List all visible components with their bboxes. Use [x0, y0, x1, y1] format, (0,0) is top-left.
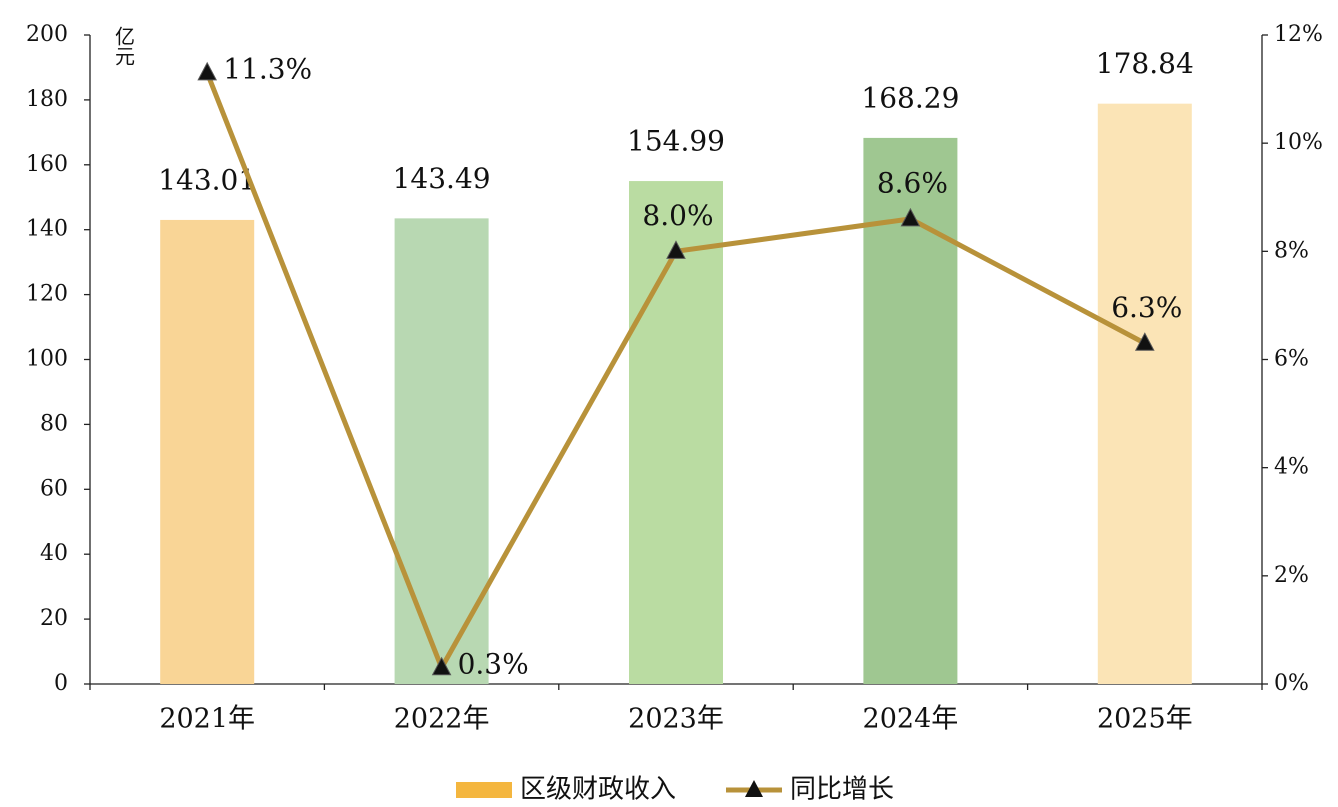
- line-value-label: 0.3%: [458, 647, 529, 680]
- y-tick-label: 60: [40, 476, 68, 501]
- y-tick-label: 120: [26, 282, 68, 307]
- bar-value-label: 178.84: [1096, 47, 1194, 80]
- y-tick-label: 100: [26, 347, 68, 372]
- x-tick-label: 2024年: [863, 704, 959, 735]
- line-value-label: 6.3%: [1111, 291, 1182, 324]
- bar-value-label: 168.29: [861, 81, 959, 114]
- x-tick-label: 2022年: [394, 704, 490, 735]
- line-value-label: 8.6%: [877, 166, 948, 199]
- y2-tick-label: 8%: [1274, 238, 1309, 263]
- y-tick-label: 0: [54, 671, 68, 696]
- line-marker: [197, 61, 218, 81]
- y2-tick-label: 12%: [1274, 22, 1323, 47]
- legend-marker: [745, 780, 763, 797]
- y-tick-label: 80: [40, 411, 68, 436]
- x-tick-label: 2021年: [159, 704, 255, 735]
- legend-swatch: [456, 782, 512, 798]
- bar: [394, 218, 489, 685]
- y-tick-label: 200: [26, 22, 68, 47]
- y-tick-label: 160: [26, 152, 68, 177]
- bar-value-label: 143.49: [393, 162, 491, 195]
- y2-tick-label: 10%: [1274, 130, 1323, 155]
- y-tick-label: 180: [26, 87, 68, 112]
- y-tick-label: 20: [40, 606, 68, 631]
- bar: [629, 181, 723, 685]
- y-tick-label: 140: [26, 217, 68, 242]
- bar: [160, 219, 255, 684]
- bar-value-label: 154.99: [627, 125, 725, 158]
- y2-tick-label: 0%: [1274, 671, 1309, 696]
- bar: [863, 137, 958, 685]
- legend-label: 同比增长: [790, 775, 894, 805]
- legend-label: 区级财政收入: [520, 775, 676, 805]
- y-unit: 亿元: [112, 26, 136, 66]
- line-marker: [431, 656, 452, 676]
- y2-tick-label: 6%: [1274, 347, 1309, 372]
- line-marker: [1134, 332, 1155, 351]
- bar-value-label: 143.01: [158, 163, 256, 196]
- bar: [1097, 103, 1192, 685]
- line-marker: [666, 240, 686, 259]
- y2-tick-label: 2%: [1274, 563, 1309, 588]
- line-value-label: 11.3%: [223, 52, 312, 85]
- line-marker: [900, 207, 921, 227]
- line-value-label: 8.0%: [642, 199, 713, 232]
- x-tick-label: 2023年: [628, 704, 724, 735]
- x-tick-label: 2025年: [1097, 704, 1193, 735]
- y-tick-label: 40: [40, 541, 68, 566]
- y2-tick-label: 4%: [1274, 455, 1309, 480]
